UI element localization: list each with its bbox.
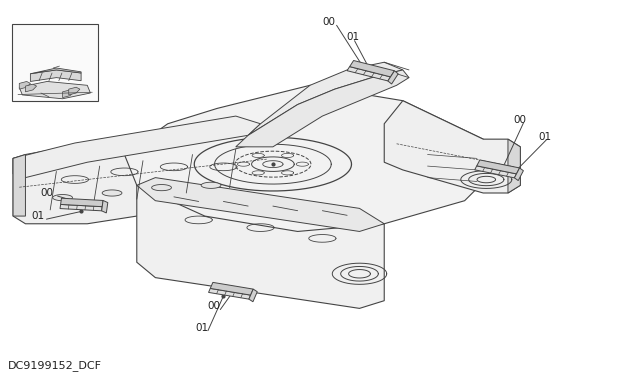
Polygon shape [515,168,523,181]
Text: 00: 00 [208,301,221,312]
Polygon shape [63,90,74,98]
Text: 00: 00 [40,188,53,198]
Text: DC9199152_DCF: DC9199152_DCF [8,360,102,371]
Polygon shape [208,288,250,299]
Polygon shape [53,195,73,201]
Polygon shape [69,87,80,95]
Polygon shape [102,190,122,196]
Polygon shape [201,182,221,188]
Text: 00: 00 [514,115,527,125]
Polygon shape [384,101,520,193]
Polygon shape [30,68,81,74]
Polygon shape [13,154,25,216]
Text: 01: 01 [31,211,45,221]
Polygon shape [388,71,398,84]
Polygon shape [19,81,30,89]
Polygon shape [249,289,257,302]
Polygon shape [248,62,403,135]
Polygon shape [13,116,273,224]
Polygon shape [125,85,495,232]
Polygon shape [13,116,260,178]
Bar [12,24,99,101]
Polygon shape [25,84,37,92]
Text: 01: 01 [539,132,552,142]
Polygon shape [30,70,81,81]
Polygon shape [477,160,520,174]
Polygon shape [152,185,172,191]
Polygon shape [60,205,102,211]
Polygon shape [61,198,103,207]
Polygon shape [137,178,384,232]
Polygon shape [508,139,520,193]
Polygon shape [137,178,384,308]
Polygon shape [350,61,394,77]
Polygon shape [347,67,391,81]
Text: 01: 01 [347,32,360,42]
Polygon shape [210,283,253,295]
Polygon shape [102,200,108,213]
Polygon shape [236,70,409,147]
Polygon shape [19,81,91,99]
Text: 00: 00 [322,17,335,27]
Polygon shape [475,166,516,178]
Text: 01: 01 [195,323,208,333]
